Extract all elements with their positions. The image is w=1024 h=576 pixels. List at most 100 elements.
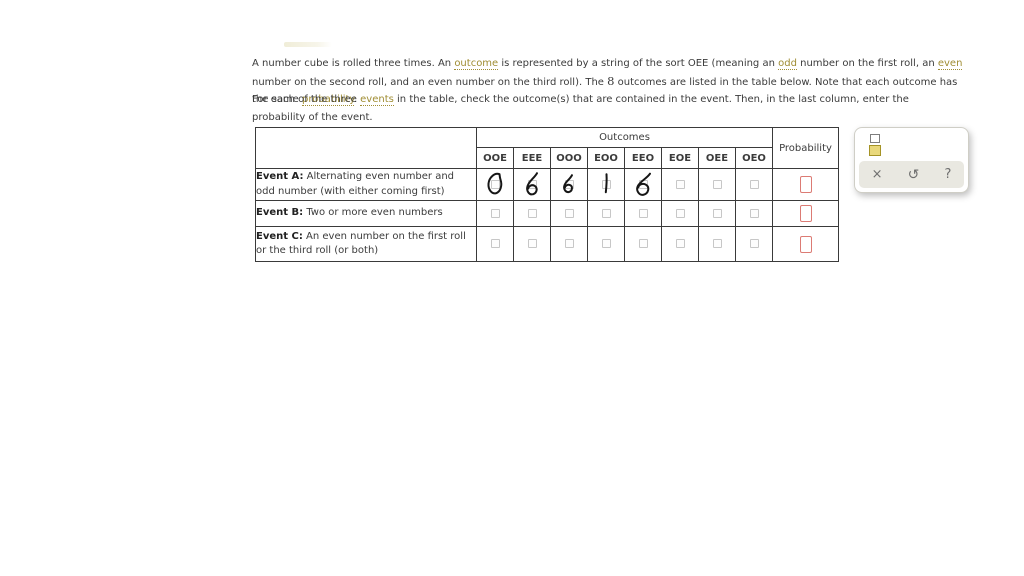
outcome-column-header-EOE: EOE — [661, 147, 699, 169]
glossary-link-odd[interactable]: odd — [778, 58, 797, 70]
outcome-checkbox[interactable] — [675, 179, 685, 189]
outcome-checkbox[interactable] — [490, 208, 500, 218]
text-segment: A number cube is rolled three times. An — [252, 58, 455, 69]
outcome-cell-EEE — [513, 200, 551, 227]
text-segment: outcomes are listed in the table below. … — [252, 76, 958, 106]
outcome-column-header-EOO: EOO — [587, 147, 625, 169]
outcomes-table: Outcomes Probability OOE EEE OOO EOO EEO EOE OEE… — [255, 127, 839, 262]
fraction-template-icon[interactable] — [868, 134, 882, 156]
outcome-checkbox[interactable] — [638, 208, 648, 218]
outcome-cell-EOO — [587, 168, 625, 201]
outcome-cell-OEE — [698, 168, 736, 201]
outcome-cell-EEE — [513, 168, 551, 201]
text-segment: For each of the three — [252, 94, 361, 105]
text-segment: in the table, check the outcome(s) that … — [252, 94, 909, 123]
undo-button[interactable]: ↺ — [900, 164, 928, 186]
probability-cell — [772, 226, 839, 262]
table-header-row-1: Outcomes Probability — [255, 127, 839, 169]
outcome-checkbox[interactable] — [638, 239, 648, 248]
outcome-cell-OEO — [735, 168, 773, 201]
outcome-cell-OOE — [476, 168, 514, 201]
math-number: 8 — [607, 73, 615, 88]
fraction-numerator-box — [870, 134, 880, 143]
outcome-cell-OOE — [476, 226, 514, 262]
text-segment: . — [353, 94, 358, 105]
problem-instructions: For each of the three events in the tabl… — [252, 91, 964, 126]
outcome-checkbox[interactable] — [601, 208, 611, 218]
probability-header: Probability — [772, 127, 839, 169]
outcomes-header: Outcomes — [476, 127, 773, 148]
event-label: Event A: Alternating even number and odd… — [255, 168, 477, 201]
outcome-column-header-EEE: EEE — [513, 147, 551, 169]
outcome-cell-OEO — [735, 226, 773, 262]
outcome-cell-EEE — [513, 226, 551, 262]
outcome-checkbox[interactable] — [749, 179, 759, 189]
outcome-checkbox[interactable] — [712, 239, 722, 248]
help-button[interactable]: ? — [936, 164, 959, 185]
event-label-bold: Event B: — [256, 207, 304, 219]
clear-button[interactable]: × — [864, 164, 891, 185]
text-segment: number on the first roll, an — [796, 58, 938, 69]
outcome-column-header-EEO: EEO — [624, 147, 662, 169]
outcome-checkbox[interactable] — [675, 239, 685, 248]
outcome-cell-EOE — [661, 226, 699, 262]
outcome-cell-OEE — [698, 226, 736, 262]
outcome-cell-EOE — [661, 200, 699, 227]
outcome-checkbox[interactable] — [712, 208, 722, 218]
outcome-checkbox[interactable] — [564, 239, 574, 248]
fraction-denominator-box — [869, 145, 881, 156]
outcome-column-header-OEE: OEE — [698, 147, 736, 169]
outcome-checkbox[interactable] — [638, 179, 648, 189]
outcome-cell-OOO — [550, 226, 588, 262]
outcome-column-header-OEO: OEO — [735, 147, 773, 169]
event-label-text: Two or more even numbers — [303, 207, 443, 219]
glossary-link-even[interactable]: even — [937, 58, 963, 70]
problem-statement: A number cube is rolled three times. An … — [252, 55, 964, 109]
outcome-cell-EOO — [587, 200, 625, 227]
event-label-text: Alternating even number and odd number (… — [256, 171, 455, 197]
outcome-checkbox[interactable] — [675, 208, 685, 218]
outcome-cell-OEO — [735, 200, 773, 227]
outcome-checkbox[interactable] — [527, 208, 537, 218]
event-label-text: An even number on the first roll or the … — [256, 230, 466, 257]
outcome-checkbox[interactable] — [749, 208, 759, 218]
outcome-checkbox[interactable] — [490, 179, 500, 189]
outcome-cell-OEE — [698, 200, 736, 227]
event-row-1: Event A: Alternating even number and odd… — [255, 168, 839, 201]
event-label: Event B: Two or more even numbers — [255, 200, 477, 227]
text-segment: number on the second roll, and an even n… — [252, 76, 608, 88]
outcome-column-header-OOE: OOE — [476, 147, 514, 169]
probability-input[interactable] — [799, 176, 812, 193]
event-label-bold: Event A: — [256, 171, 304, 182]
outcome-cell-EOO — [587, 226, 625, 262]
highlight-smudge — [284, 42, 332, 47]
probability-input[interactable] — [799, 235, 812, 253]
glossary-link-outcome[interactable]: outcome — [454, 58, 499, 70]
outcome-checkbox[interactable] — [527, 239, 537, 248]
outcome-cell-OOE — [476, 200, 514, 227]
table-header-row-2: OOE EEE OOO EOO EEO EOE OEE OEO — [256, 147, 839, 169]
table-corner-blank — [255, 127, 477, 169]
text-segment: is represented by a string of the sort O… — [498, 58, 779, 69]
probability-input[interactable] — [799, 205, 812, 222]
outcome-cell-EOE — [661, 168, 699, 201]
palette-toolbar: × ↺ ? — [859, 161, 964, 188]
outcome-checkbox[interactable] — [564, 208, 574, 218]
outcome-column-header-OOO: OOO — [550, 147, 588, 169]
glossary-link-probability[interactable]: probability — [302, 94, 354, 106]
outcome-cell-EEO — [624, 168, 662, 201]
outcome-checkbox[interactable] — [490, 239, 500, 248]
outcome-checkbox[interactable] — [564, 179, 574, 189]
event-label-bold: Event C: — [256, 230, 303, 242]
outcome-checkbox[interactable] — [601, 239, 611, 248]
probability-cell — [772, 168, 839, 201]
outcome-checkbox[interactable] — [601, 179, 611, 189]
glossary-link-events[interactable]: events — [360, 94, 394, 106]
outcome-checkbox[interactable] — [749, 239, 759, 248]
outcome-checkbox[interactable] — [712, 179, 722, 189]
probability-cell — [772, 200, 839, 227]
event-row-3: Event C: An even number on the first rol… — [255, 226, 839, 262]
outcome-checkbox[interactable] — [527, 179, 537, 189]
outcome-cell-EEO — [624, 200, 662, 227]
